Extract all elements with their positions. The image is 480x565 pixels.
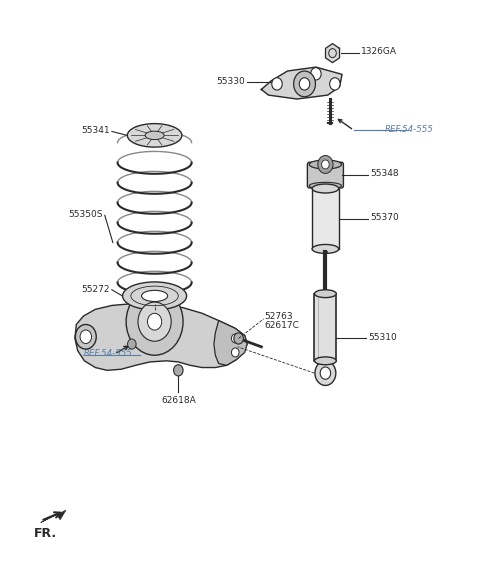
Ellipse shape bbox=[127, 124, 182, 147]
Text: 52763: 52763 bbox=[264, 311, 293, 320]
Circle shape bbox=[147, 313, 162, 330]
Circle shape bbox=[75, 324, 96, 349]
Ellipse shape bbox=[122, 282, 187, 310]
Circle shape bbox=[322, 160, 329, 169]
Bar bbox=[314, 294, 336, 361]
Circle shape bbox=[318, 155, 333, 173]
Polygon shape bbox=[325, 44, 339, 63]
Circle shape bbox=[174, 365, 183, 376]
Ellipse shape bbox=[312, 184, 339, 193]
Circle shape bbox=[231, 334, 239, 343]
Ellipse shape bbox=[309, 160, 342, 169]
Text: 62617C: 62617C bbox=[264, 320, 300, 329]
Text: FR.: FR. bbox=[34, 527, 57, 540]
Ellipse shape bbox=[312, 245, 339, 254]
Circle shape bbox=[128, 339, 136, 349]
Text: 1326GA: 1326GA bbox=[361, 47, 397, 56]
Polygon shape bbox=[214, 320, 247, 366]
Text: 55348: 55348 bbox=[371, 170, 399, 179]
Ellipse shape bbox=[142, 290, 168, 302]
Polygon shape bbox=[41, 510, 66, 523]
Text: 62618A: 62618A bbox=[161, 396, 196, 405]
Bar bbox=[312, 189, 339, 249]
Circle shape bbox=[330, 78, 340, 90]
Polygon shape bbox=[261, 67, 342, 99]
Ellipse shape bbox=[309, 182, 342, 189]
Circle shape bbox=[311, 68, 321, 80]
Ellipse shape bbox=[145, 131, 164, 140]
Circle shape bbox=[300, 78, 310, 90]
Circle shape bbox=[272, 78, 282, 90]
Text: 55310: 55310 bbox=[368, 333, 397, 342]
Circle shape bbox=[80, 330, 92, 344]
Text: 55370: 55370 bbox=[371, 213, 399, 222]
Circle shape bbox=[294, 71, 315, 97]
FancyBboxPatch shape bbox=[307, 162, 343, 188]
Circle shape bbox=[231, 348, 239, 357]
Text: 55330: 55330 bbox=[216, 77, 245, 86]
Circle shape bbox=[320, 367, 331, 379]
Polygon shape bbox=[75, 304, 247, 370]
Circle shape bbox=[126, 288, 183, 355]
Ellipse shape bbox=[314, 290, 336, 298]
Text: 55272: 55272 bbox=[81, 285, 109, 294]
Circle shape bbox=[138, 302, 171, 341]
Text: REF.54-555: REF.54-555 bbox=[384, 125, 433, 134]
Circle shape bbox=[234, 333, 243, 344]
Text: 55341: 55341 bbox=[81, 127, 109, 136]
Text: 55350S: 55350S bbox=[68, 210, 102, 219]
Ellipse shape bbox=[314, 357, 336, 365]
Circle shape bbox=[315, 361, 336, 385]
Text: REF.54-555: REF.54-555 bbox=[84, 349, 132, 358]
